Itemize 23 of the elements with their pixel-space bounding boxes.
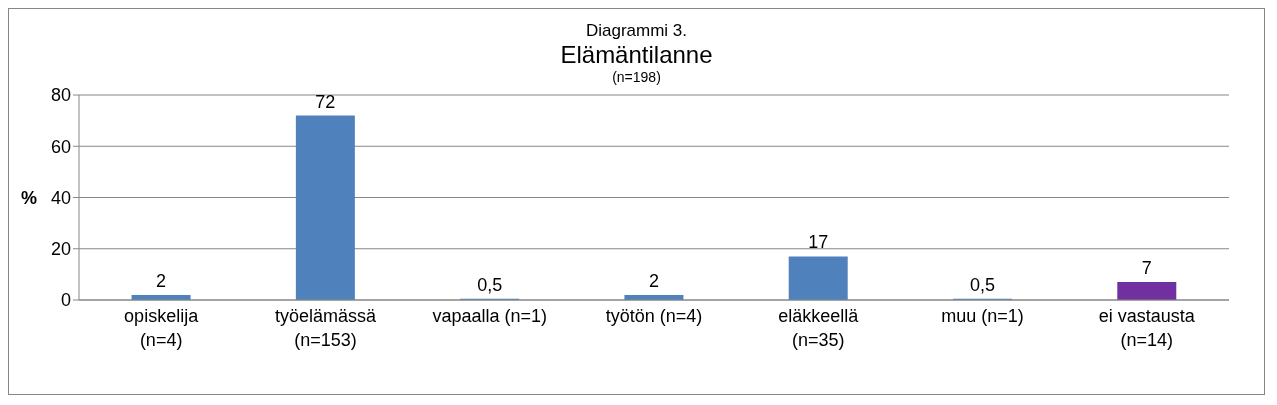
y-tick-label: 80 — [50, 85, 71, 106]
data-label: 2 — [156, 270, 167, 291]
x-tick-label: muu (n=1) — [941, 306, 1024, 326]
data-label: 0,5 — [969, 274, 996, 295]
x-tick-label: opiskelija (n=4) — [124, 306, 200, 350]
data-label: 0,5 — [477, 274, 503, 295]
data-label: 72 — [315, 91, 336, 112]
data-label: 17 — [808, 232, 829, 253]
text: (n=198) — [611, 69, 662, 85]
y-tick-label: 0 — [60, 290, 71, 311]
chart-subtitle: Elämäntilanne — [559, 41, 714, 69]
data-label: 2 — [648, 270, 659, 291]
y-tick-label: 20 — [50, 239, 71, 260]
x-tick-label: vapaalla (n=1) — [432, 306, 547, 326]
y-axis-title: % — [21, 187, 38, 208]
x-tick-label: eläkkeellä (n=35) — [778, 306, 860, 350]
x-tick-label: ei vastausta (n=14) — [1098, 306, 1196, 350]
chart-title: Diagrammi 3. — [584, 21, 689, 41]
x-tick-label: työtön (n=4) — [605, 306, 703, 326]
x-tick-label: työelämässä (n=153) — [274, 306, 377, 350]
y-tick-label: 40 — [50, 187, 71, 208]
y-tick-label: 60 — [50, 136, 71, 157]
data-label: 7 — [1141, 258, 1152, 279]
